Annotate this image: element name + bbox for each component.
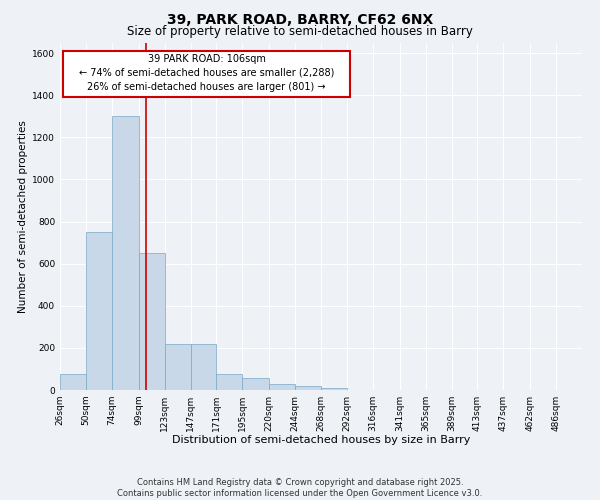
Text: Size of property relative to semi-detached houses in Barry: Size of property relative to semi-detach… [127,25,473,38]
Y-axis label: Number of semi-detached properties: Number of semi-detached properties [18,120,28,312]
Bar [139,253,164,390]
Bar [217,374,242,390]
Text: 39, PARK ROAD, BARRY, CF62 6NX: 39, PARK ROAD, BARRY, CF62 6NX [167,12,433,26]
Bar [191,344,217,390]
Bar [242,378,269,390]
Text: ← 74% of semi-detached houses are smaller (2,288): ← 74% of semi-detached houses are smalle… [79,68,334,78]
Text: 26% of semi-detached houses are larger (801) →: 26% of semi-detached houses are larger (… [88,82,326,92]
Bar [60,374,86,390]
Text: 39 PARK ROAD: 106sqm: 39 PARK ROAD: 106sqm [148,54,266,64]
Bar [86,232,112,390]
Bar [63,51,350,98]
Bar [295,386,321,390]
Text: Contains HM Land Registry data © Crown copyright and database right 2025.
Contai: Contains HM Land Registry data © Crown c… [118,478,482,498]
X-axis label: Distribution of semi-detached houses by size in Barry: Distribution of semi-detached houses by … [172,436,470,446]
Bar [269,384,295,390]
Bar [164,344,191,390]
Bar [321,388,347,390]
Bar [112,116,139,390]
